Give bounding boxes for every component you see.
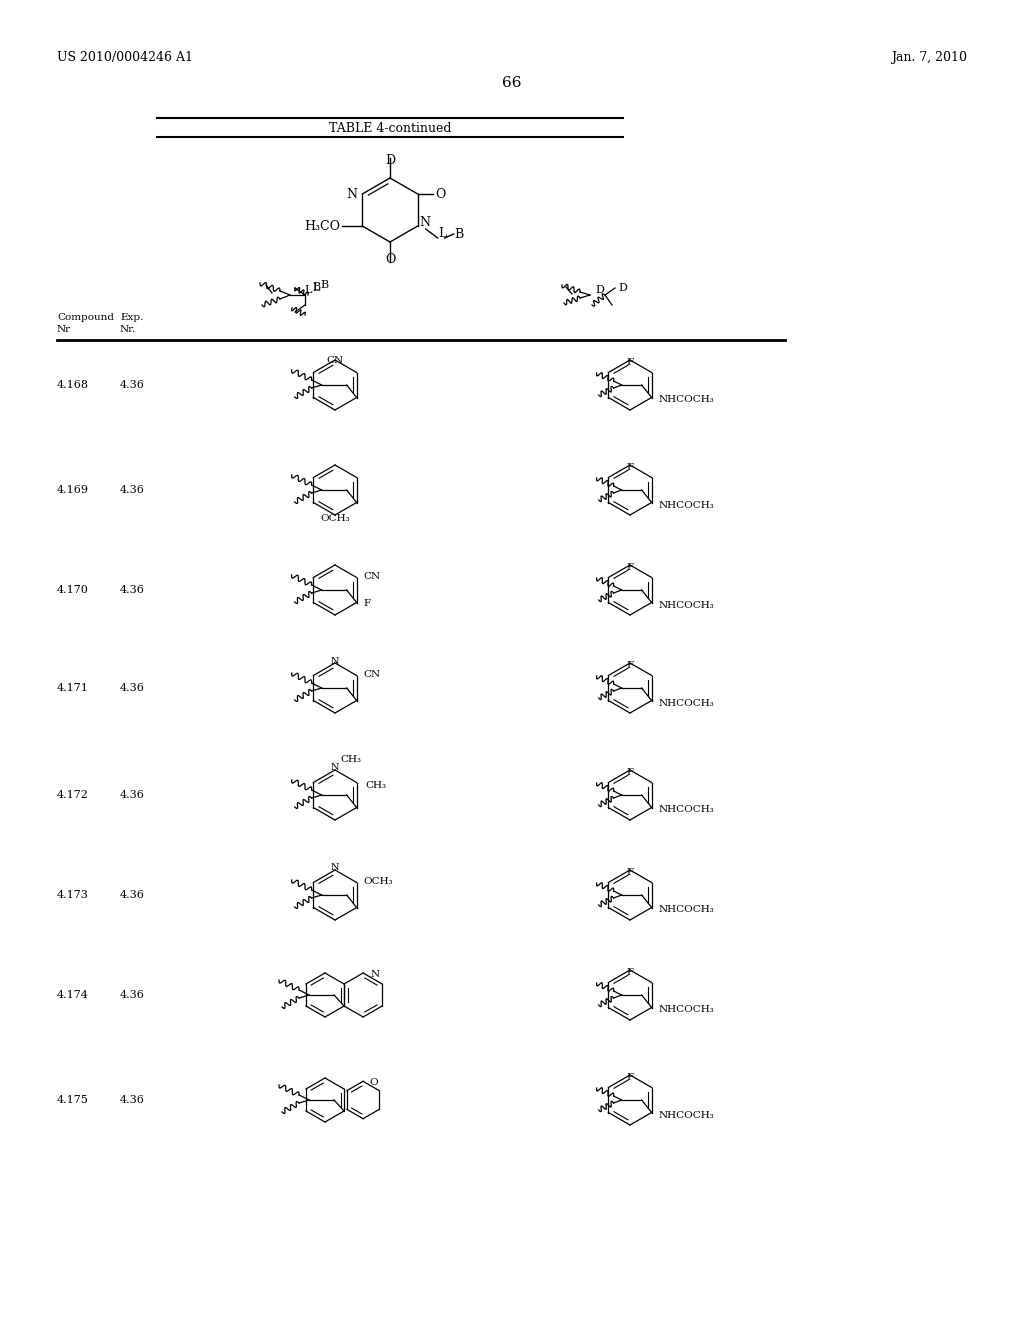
- Text: 4.36: 4.36: [120, 585, 144, 595]
- Text: OCH₃: OCH₃: [321, 513, 350, 523]
- Text: TABLE 4-continued: TABLE 4-continued: [329, 121, 452, 135]
- Text: NHCOCH₃: NHCOCH₃: [659, 1006, 715, 1015]
- Text: 4.36: 4.36: [120, 484, 144, 495]
- Text: OCH₃: OCH₃: [364, 876, 393, 886]
- Text: D: D: [595, 285, 604, 294]
- Text: F: F: [364, 599, 371, 609]
- Text: 4.173: 4.173: [57, 890, 89, 900]
- Text: O: O: [385, 253, 395, 267]
- Text: 4.170: 4.170: [57, 585, 89, 595]
- Text: 4.169: 4.169: [57, 484, 89, 495]
- Text: NHCOCH₃: NHCOCH₃: [659, 698, 715, 708]
- Text: 4.36: 4.36: [120, 990, 144, 1001]
- Text: 4.171: 4.171: [57, 682, 89, 693]
- Text: F: F: [627, 968, 634, 977]
- Text: 4.36: 4.36: [120, 789, 144, 800]
- Text: D: D: [385, 154, 395, 168]
- Text: F: F: [627, 768, 634, 777]
- Text: 4.36: 4.36: [120, 1096, 144, 1105]
- Text: Nr: Nr: [57, 326, 71, 334]
- Text: O: O: [369, 1077, 378, 1086]
- Text: L: L: [438, 227, 446, 240]
- Text: N: N: [346, 187, 357, 201]
- Text: CH₃: CH₃: [366, 780, 386, 789]
- Text: F: F: [627, 869, 634, 876]
- Text: F: F: [627, 564, 634, 572]
- Text: B: B: [319, 280, 328, 290]
- Text: Exp.: Exp.: [120, 314, 143, 322]
- Text: CH₃: CH₃: [340, 755, 361, 764]
- Text: B: B: [312, 282, 321, 292]
- Text: 4.36: 4.36: [120, 380, 144, 389]
- Text: L: L: [304, 285, 311, 294]
- Text: CN: CN: [364, 671, 381, 678]
- Text: L: L: [312, 282, 319, 293]
- Text: NHCOCH₃: NHCOCH₃: [659, 601, 715, 610]
- Text: 4.36: 4.36: [120, 682, 144, 693]
- Text: N: N: [420, 216, 431, 228]
- Text: B: B: [455, 228, 464, 242]
- Text: 4.174: 4.174: [57, 990, 89, 1001]
- Text: O: O: [436, 187, 446, 201]
- Text: CN: CN: [364, 572, 381, 581]
- Text: Jan. 7, 2010: Jan. 7, 2010: [891, 51, 967, 65]
- Text: Compound: Compound: [57, 314, 114, 322]
- Text: N: N: [331, 656, 339, 665]
- Text: Nr.: Nr.: [120, 326, 136, 334]
- Text: N: N: [331, 863, 339, 873]
- Text: 4.36: 4.36: [120, 890, 144, 900]
- Text: 4.175: 4.175: [57, 1096, 89, 1105]
- Text: NHCOCH₃: NHCOCH₃: [659, 500, 715, 510]
- Text: CN: CN: [327, 356, 344, 366]
- Text: NHCOCH₃: NHCOCH₃: [659, 805, 715, 814]
- Text: US 2010/0004246 A1: US 2010/0004246 A1: [57, 51, 193, 65]
- Text: H₃CO: H₃CO: [304, 219, 340, 232]
- Text: D: D: [618, 282, 627, 293]
- Text: NHCOCH₃: NHCOCH₃: [659, 906, 715, 915]
- Text: N: N: [371, 970, 380, 978]
- Text: F: F: [627, 1073, 634, 1082]
- Text: F: F: [627, 358, 634, 367]
- Text: F: F: [627, 661, 634, 671]
- Text: 4.172: 4.172: [57, 789, 89, 800]
- Text: NHCOCH₃: NHCOCH₃: [659, 1110, 715, 1119]
- Text: 66: 66: [502, 77, 522, 90]
- Text: N: N: [331, 763, 339, 772]
- Text: F: F: [627, 463, 634, 473]
- Text: 4.168: 4.168: [57, 380, 89, 389]
- Text: NHCOCH₃: NHCOCH₃: [659, 396, 715, 404]
